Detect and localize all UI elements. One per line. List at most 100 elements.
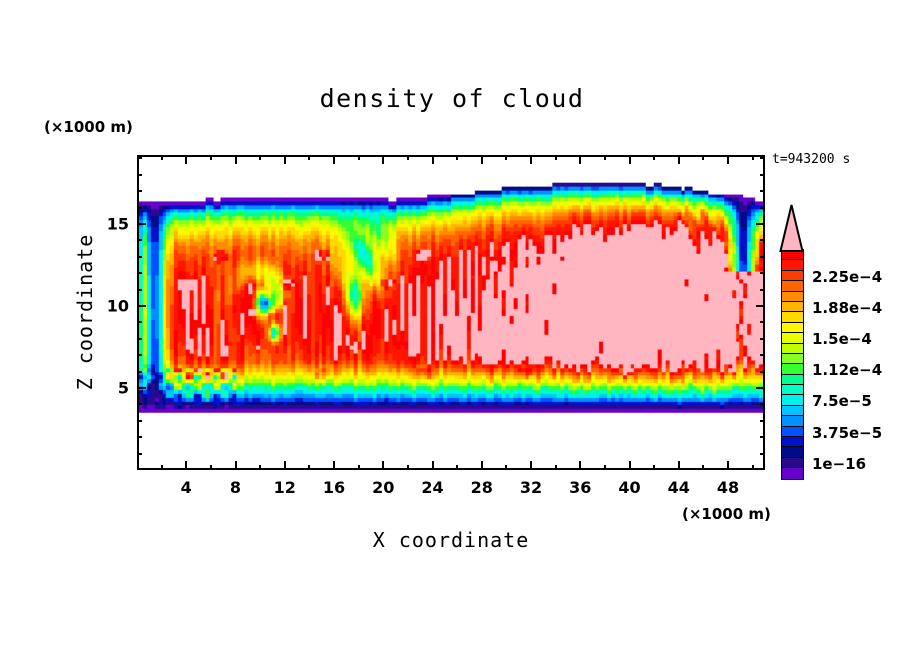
x-tick-major-20 [382, 461, 385, 470]
x-tick-minor-top-26 [456, 155, 459, 160]
y-tick-minor-right-7 [760, 354, 765, 357]
x-axis-units-label: (×1000 m) [682, 505, 771, 523]
x-tick-major-top-8 [234, 155, 237, 164]
y-tick-minor-right-14 [760, 239, 765, 242]
colorbar-band-9 [782, 343, 803, 354]
y-tick-minor-right-18 [760, 173, 765, 176]
y-tick-minor-3 [137, 419, 142, 422]
page-title: density of cloud [319, 84, 585, 113]
colorbar-band-8 [782, 333, 803, 344]
x-tick-minor-34 [554, 465, 557, 470]
x-tick-minor-42 [653, 465, 656, 470]
x-tick-major-top-40 [628, 155, 631, 164]
x-tick-minor-46 [702, 465, 705, 470]
x-tick-major-48 [727, 461, 730, 470]
x-tick-major-4 [185, 461, 188, 470]
y-tick-minor-right-1 [760, 452, 765, 455]
y-tick-label-15: 15 [106, 214, 129, 234]
colorbar-band-6 [782, 312, 803, 323]
colorbar-band-4 [782, 291, 803, 302]
x-tick-major-top-44 [677, 155, 680, 164]
y-tick-minor-right-3 [760, 419, 765, 422]
colorbar-bands [781, 249, 804, 480]
y-tick-minor-6 [137, 370, 142, 373]
x-tick-minor-6 [209, 465, 212, 470]
colorbar-band-12 [782, 374, 803, 386]
x-tick-minor-top-42 [653, 155, 656, 160]
y-tick-minor-right-11 [760, 288, 765, 291]
x-tick-major-32 [530, 461, 533, 470]
y-tick-minor-right-4 [760, 403, 765, 406]
y-tick-major-right-5 [756, 386, 765, 389]
x-tick-major-40 [628, 461, 631, 470]
x-tick-label-44: 44 [667, 478, 690, 497]
colorbar-band-15 [782, 405, 803, 417]
y-tick-minor-4 [137, 403, 142, 406]
x-tick-minor-top-10 [259, 155, 262, 160]
x-tick-major-12 [283, 461, 286, 470]
colorbar-band-20 [782, 457, 803, 469]
x-tick-minor-top-50 [751, 155, 754, 160]
colorbar-label-4: 7.5e−5 [812, 392, 872, 411]
y-tick-minor-right-2 [760, 436, 765, 439]
colorbar-label-5: 3.75e−5 [812, 423, 883, 442]
y-tick-minor-12 [137, 272, 142, 275]
y-tick-minor-14 [137, 239, 142, 242]
x-tick-minor-top-14 [308, 155, 311, 160]
colorbar-label-1: 1.88e−4 [812, 298, 883, 317]
colorbar-band-19 [782, 447, 803, 458]
y-tick-major-10 [137, 304, 146, 307]
x-tick-label-28: 28 [470, 478, 493, 497]
plot-area [137, 155, 765, 470]
x-tick-major-top-20 [382, 155, 385, 164]
y-tick-minor-7 [137, 354, 142, 357]
y-tick-major-right-10 [756, 304, 765, 307]
x-tick-major-44 [677, 461, 680, 470]
y-tick-major-5 [137, 386, 146, 389]
x-tick-label-20: 20 [372, 478, 395, 497]
y-tick-minor-right-12 [760, 272, 765, 275]
colorbar-band-5 [782, 301, 803, 313]
y-tick-minor-9 [137, 321, 142, 324]
x-tick-major-top-4 [185, 155, 188, 164]
y-tick-label-5: 5 [117, 378, 129, 398]
x-tick-minor-top-46 [702, 155, 705, 160]
x-tick-minor-top-22 [406, 155, 409, 160]
y-tick-minor-17 [137, 190, 142, 193]
colorbar-band-0 [782, 250, 803, 261]
colorbar-band-14 [782, 395, 803, 406]
x-tick-minor-26 [456, 465, 459, 470]
y-tick-minor-right-9 [760, 321, 765, 324]
colorbar-band-11 [782, 364, 803, 375]
y-axis-units-label: (×1000 m) [44, 118, 133, 136]
y-tick-minor-right-6 [760, 370, 765, 373]
x-tick-label-48: 48 [716, 478, 740, 497]
x-tick-minor-top-38 [603, 155, 606, 160]
y-tick-minor-right-16 [760, 206, 765, 209]
y-tick-minor-right-19 [760, 157, 765, 160]
x-tick-label-4: 4 [180, 478, 192, 497]
y-tick-major-right-15 [756, 222, 765, 225]
y-tick-minor-18 [137, 173, 142, 176]
x-tick-minor-14 [308, 465, 311, 470]
x-tick-major-16 [333, 461, 336, 470]
colorbar-band-13 [782, 385, 803, 396]
x-tick-major-28 [480, 461, 483, 470]
x-tick-label-24: 24 [421, 478, 444, 497]
y-tick-minor-19 [137, 157, 142, 160]
x-tick-minor-10 [259, 465, 262, 470]
x-tick-label-12: 12 [273, 478, 296, 497]
x-tick-label-32: 32 [519, 478, 543, 497]
y-tick-minor-right-17 [760, 190, 765, 193]
x-tick-major-top-32 [530, 155, 533, 164]
x-tick-minor-22 [406, 465, 409, 470]
x-tick-major-top-36 [579, 155, 582, 164]
x-tick-minor-top-6 [209, 155, 212, 160]
time-annotation: t=943200 s [772, 152, 851, 167]
contour-field-canvas [139, 157, 763, 468]
x-tick-minor-top-30 [505, 155, 508, 160]
x-tick-minor-top-18 [357, 155, 360, 160]
y-tick-minor-1 [137, 452, 142, 455]
x-tick-major-top-12 [283, 155, 286, 164]
